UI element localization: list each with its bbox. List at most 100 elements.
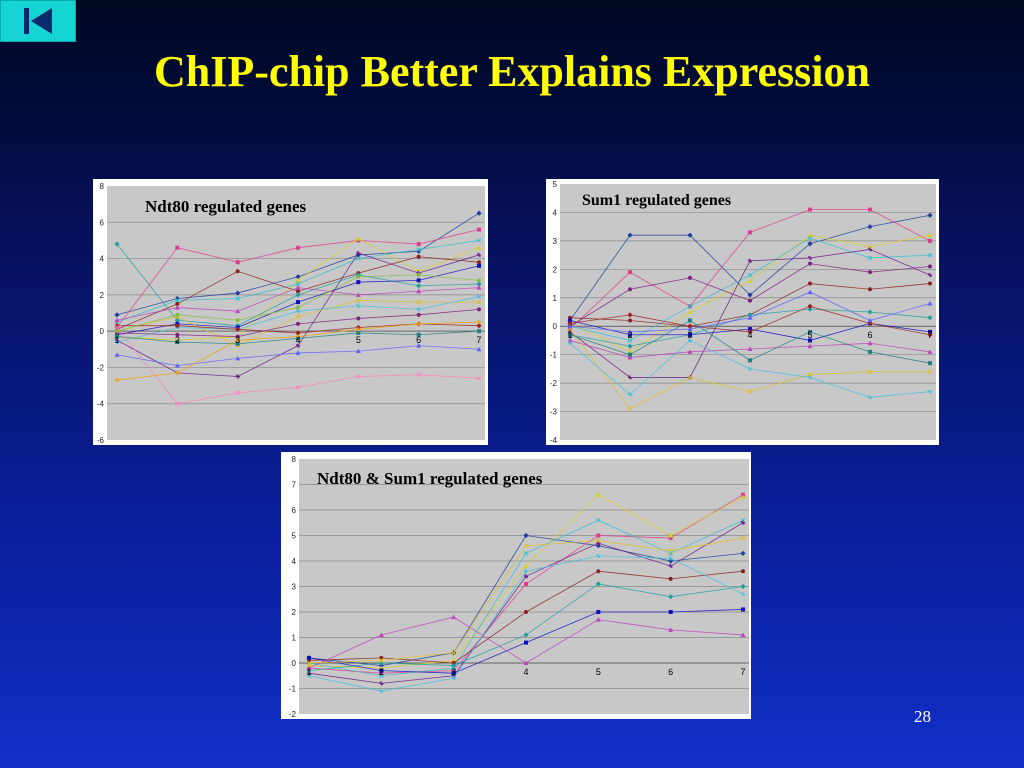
data-point <box>114 377 120 383</box>
data-point <box>927 389 933 394</box>
data-point <box>568 318 572 323</box>
data-point <box>451 668 456 673</box>
y-tick-label: -3 <box>550 408 558 417</box>
y-tick-label: -2 <box>97 363 105 372</box>
slide-title: ChIP-chip Better Explains Expression <box>154 47 870 96</box>
data-point <box>476 245 482 250</box>
chart-title: Sum1 regulated genes <box>582 192 731 209</box>
data-point <box>747 258 753 263</box>
data-point <box>741 569 745 574</box>
y-tick-label: 7 <box>292 481 297 490</box>
data-point <box>741 607 745 612</box>
data-point <box>867 395 873 400</box>
data-point <box>927 332 933 338</box>
data-point <box>687 338 693 343</box>
y-tick-label: 4 <box>100 255 105 264</box>
y-tick-label: -2 <box>289 710 297 719</box>
data-point <box>807 255 813 261</box>
y-tick-label: 0 <box>100 327 105 336</box>
data-point <box>235 355 241 361</box>
data-point <box>741 492 745 497</box>
data-point <box>808 207 812 212</box>
data-point <box>627 406 633 412</box>
data-point <box>306 660 312 666</box>
data-point <box>476 294 482 299</box>
data-point <box>476 210 482 216</box>
data-point <box>174 363 180 368</box>
data-point <box>235 260 240 265</box>
data-point <box>668 556 673 561</box>
data-point <box>175 301 180 306</box>
data-point <box>867 247 873 252</box>
data-point <box>523 532 529 539</box>
data-point <box>477 278 481 283</box>
data-point <box>568 332 572 337</box>
data-point <box>928 238 932 243</box>
data-point <box>748 358 752 363</box>
data-point <box>451 614 457 620</box>
y-tick-label: 6 <box>292 506 297 515</box>
data-point <box>174 323 180 329</box>
data-point <box>477 260 481 265</box>
data-point <box>628 318 632 323</box>
data-point <box>416 332 421 337</box>
data-point <box>627 338 633 343</box>
data-point <box>295 334 301 339</box>
data-point <box>868 287 872 292</box>
data-point <box>523 574 529 579</box>
y-tick-label: 4 <box>292 557 297 566</box>
data-point <box>747 389 753 394</box>
x-category-label: 1 <box>114 335 119 345</box>
y-tick-label: 3 <box>553 237 558 246</box>
x-category-label: 6 <box>416 335 421 345</box>
data-point <box>451 650 457 656</box>
data-point <box>295 314 301 319</box>
data-point <box>927 232 933 238</box>
data-point <box>295 343 301 348</box>
data-point <box>868 207 872 212</box>
data-point <box>379 668 384 673</box>
data-point <box>306 668 312 674</box>
data-point <box>476 319 482 325</box>
data-point <box>378 673 384 679</box>
chart-title: Ndt80 & Sum1 regulated genes <box>317 469 543 488</box>
data-point <box>235 338 240 343</box>
data-point <box>523 632 529 638</box>
data-point <box>867 224 873 230</box>
data-point <box>416 372 422 378</box>
chart-panel-sum1: -4 -3 -2 -1 0 1 2 3 4 5 1 2 3 4 5 6 7 Sum1 regulated gene… <box>546 179 939 445</box>
y-tick-label: 0 <box>553 322 558 331</box>
data-point <box>378 632 384 637</box>
data-point <box>235 374 240 379</box>
data-point <box>175 245 180 250</box>
data-point <box>451 657 457 663</box>
data-point <box>175 340 180 345</box>
data-point <box>416 321 421 327</box>
data-point <box>748 327 752 332</box>
first-slide-button[interactable] <box>0 0 76 42</box>
data-point <box>114 339 120 345</box>
data-point <box>595 617 601 622</box>
data-point <box>627 375 633 380</box>
data-point <box>476 281 482 287</box>
data-point <box>235 318 240 323</box>
data-point <box>235 334 240 339</box>
data-point <box>379 681 384 686</box>
data-point <box>296 245 300 250</box>
data-point <box>687 326 693 332</box>
data-point <box>295 292 301 298</box>
data-point <box>595 492 601 497</box>
data-point <box>174 295 180 302</box>
data-point <box>476 238 482 243</box>
data-point <box>596 569 601 574</box>
y-tick-label: 5 <box>553 180 558 189</box>
x-category-label: 5 <box>807 330 812 340</box>
data-point <box>747 315 753 320</box>
data-point <box>668 563 673 569</box>
data-point <box>928 264 932 269</box>
data-point <box>355 374 361 379</box>
chart-panel-ndt80-sum1: -2 -1 0 1 2 3 4 5 6 7 8 1 2 3 4 5 6 7 Ndt80 & Sum1 regulat… <box>281 452 751 719</box>
data-point <box>807 343 813 349</box>
data-point <box>524 581 528 586</box>
data-point <box>114 317 120 323</box>
